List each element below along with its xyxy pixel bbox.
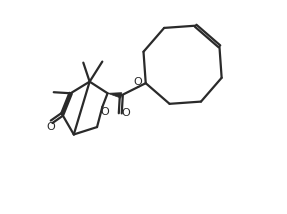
Text: O: O	[46, 122, 55, 132]
Text: O: O	[134, 77, 143, 87]
Polygon shape	[108, 93, 122, 98]
Text: O: O	[122, 108, 131, 118]
Text: O: O	[100, 107, 109, 117]
